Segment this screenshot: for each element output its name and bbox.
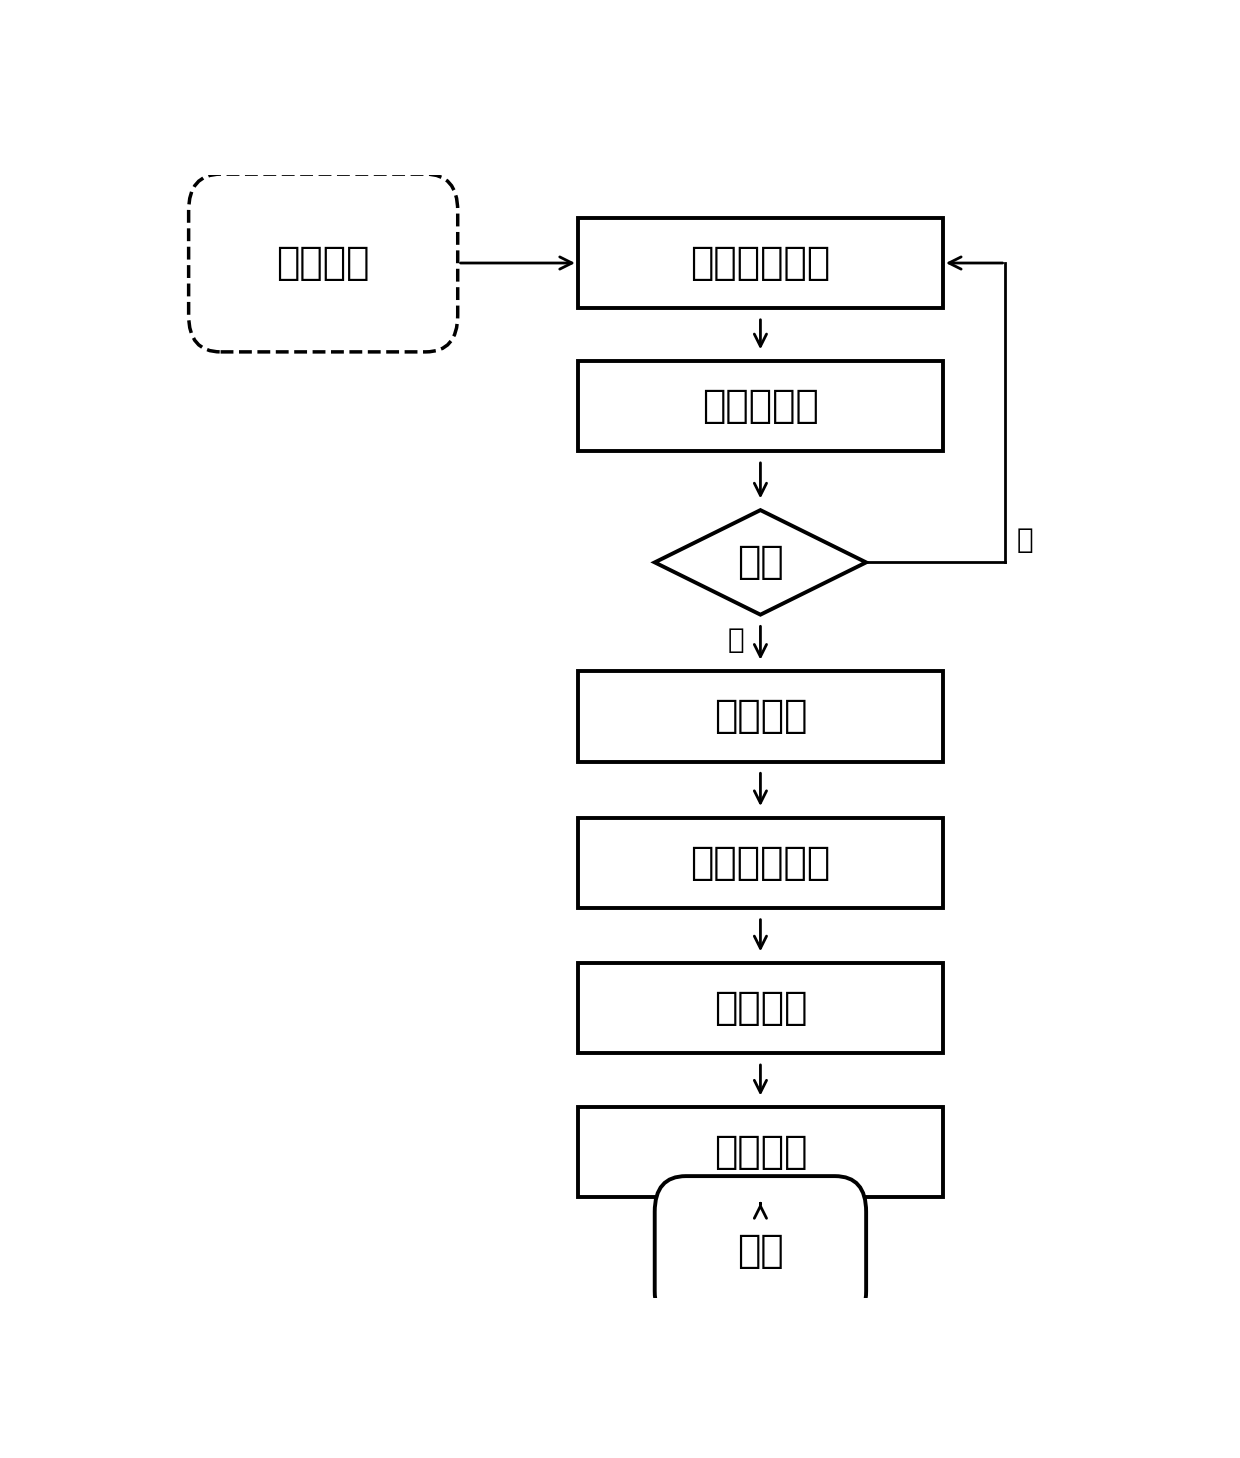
Text: 变量测试: 变量测试: [277, 243, 370, 281]
Text: 图像显示: 图像显示: [714, 989, 807, 1026]
FancyBboxPatch shape: [578, 964, 944, 1053]
Text: 完成: 完成: [737, 1232, 784, 1270]
Text: 是: 是: [728, 625, 745, 653]
Text: 机床上测试: 机床上测试: [702, 386, 818, 426]
Text: 正确: 正确: [737, 544, 784, 582]
FancyBboxPatch shape: [578, 1107, 944, 1197]
Text: 否: 否: [1017, 525, 1034, 554]
FancyBboxPatch shape: [188, 174, 458, 351]
FancyBboxPatch shape: [578, 217, 944, 308]
FancyBboxPatch shape: [655, 1177, 866, 1327]
FancyBboxPatch shape: [578, 362, 944, 451]
Text: 数据采集模块: 数据采集模块: [691, 243, 831, 281]
Text: 数据保存模块: 数据保存模块: [691, 844, 831, 882]
Text: 计时模块: 计时模块: [714, 697, 807, 735]
FancyBboxPatch shape: [578, 671, 944, 761]
Text: 功能测试: 功能测试: [714, 1133, 807, 1171]
Polygon shape: [655, 510, 866, 615]
FancyBboxPatch shape: [578, 818, 944, 908]
